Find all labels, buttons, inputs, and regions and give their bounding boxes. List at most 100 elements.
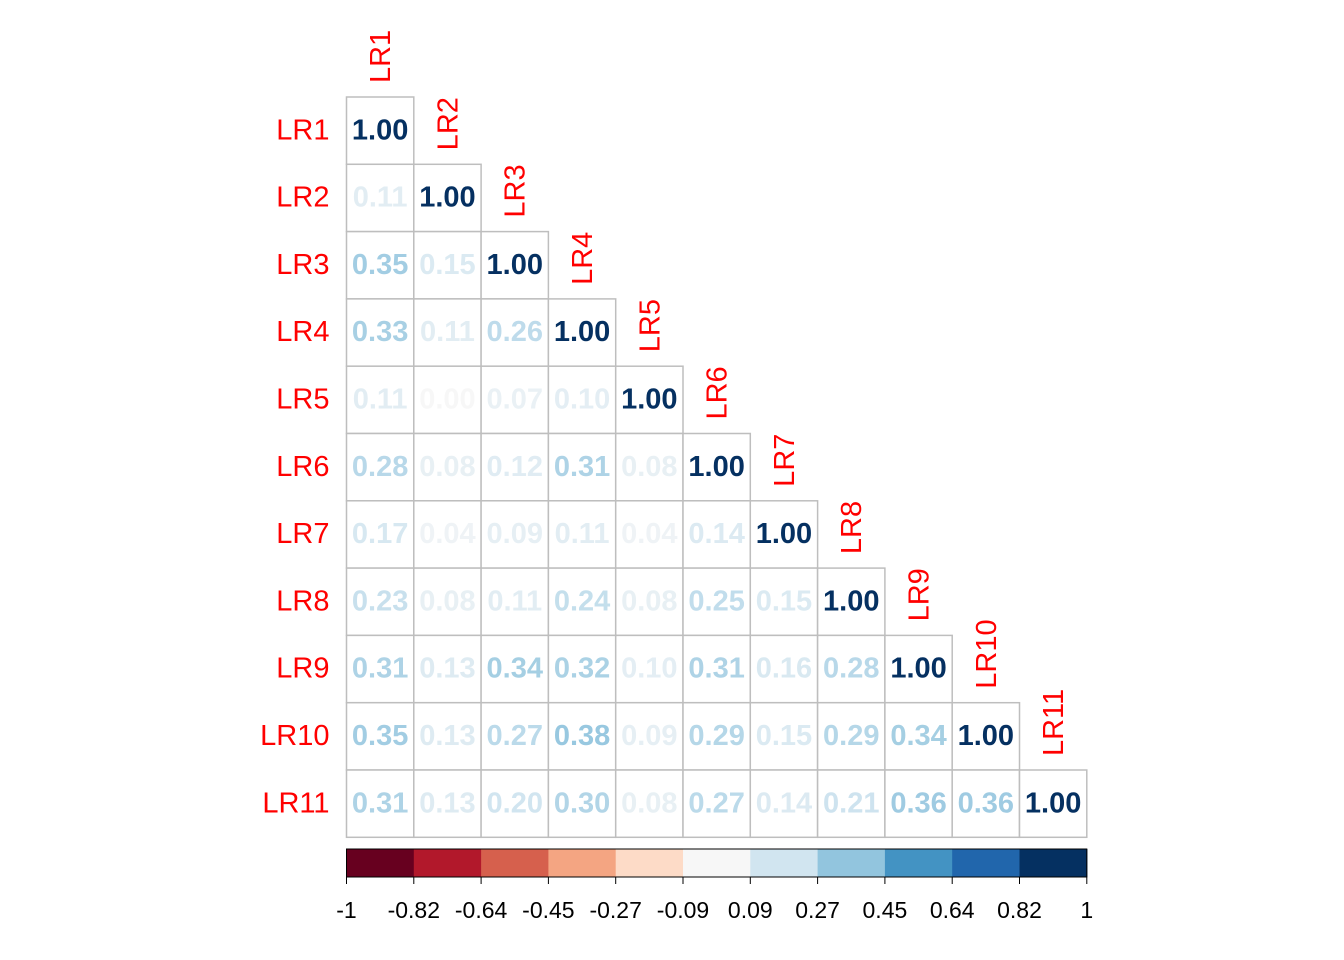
cell-value-LR7-LR4: 0.11	[555, 518, 610, 550]
cell-value-LR8-LR1: 0.23	[352, 585, 408, 617]
cell-value-LR1-LR1: 1.00	[352, 114, 408, 146]
legend-swatch	[683, 849, 751, 877]
cell-value-LR7-LR3: 0.09	[487, 518, 543, 550]
cell-value-LR4-LR3: 0.26	[487, 316, 543, 348]
cell-value-LR7-LR1: 0.17	[352, 518, 408, 550]
legend-swatch	[548, 849, 617, 877]
cell-LR3-LR3	[480, 230, 550, 300]
cell-LR11-LR2	[413, 769, 482, 839]
legend-tick-label: 0.09	[728, 897, 773, 923]
cell-value-LR5-LR2: 0.00	[419, 384, 475, 416]
cell-value-LR11-LR7: 0.14	[756, 787, 812, 819]
cell-value-LR6-LR4: 0.31	[554, 451, 610, 483]
cell-value-LR10-LR7: 0.15	[756, 720, 812, 752]
cell-value-LR6-LR3: 0.12	[487, 451, 543, 483]
col-label-LR9: LR9	[904, 568, 936, 621]
cell-LR6-LR5	[614, 432, 684, 502]
cell-value-LR11-LR9: 0.36	[890, 787, 946, 819]
col-label-LR7: LR7	[769, 434, 801, 487]
legend-swatch	[413, 849, 482, 877]
cell-LR9-LR3	[480, 634, 550, 704]
cell-value-LR8-LR5: 0.08	[621, 585, 677, 617]
row-label-LR7: LR7	[276, 518, 329, 550]
legend-swatch	[884, 849, 953, 877]
cell-LR6-LR2	[413, 432, 482, 502]
cell-LR8-LR1	[345, 567, 415, 637]
cell-LR10-LR10	[951, 701, 1021, 771]
legend-tick-label: 0.82	[997, 897, 1042, 923]
cell-value-LR6-LR1: 0.28	[352, 451, 408, 483]
cell-value-LR8-LR2: 0.08	[419, 585, 475, 617]
legend-swatch	[346, 849, 415, 877]
cell-value-LR2-LR2: 1.00	[419, 182, 475, 214]
cell-value-LR11-LR3: 0.20	[487, 787, 543, 819]
row-label-LR9: LR9	[276, 653, 329, 685]
cell-value-LR9-LR9: 1.00	[890, 653, 946, 685]
cell-value-LR5-LR3: 0.07	[487, 384, 543, 416]
cell-value-LR4-LR1: 0.33	[352, 316, 408, 348]
color-legend: -1 -0.82 -0.64 -0.45 -0.27 -0.09 0.09 0.27 0.45 0…	[336, 848, 1093, 923]
cell-value-LR6-LR6: 1.00	[688, 451, 744, 483]
legend-tick-label: 1	[1080, 897, 1093, 923]
cell-value-LR11-LR8: 0.21	[823, 787, 879, 819]
cell-value-LR4-LR4: 1.00	[554, 316, 610, 348]
row-label-LR1: LR1	[276, 114, 329, 146]
cell-LR9-LR6	[682, 634, 752, 704]
cell-value-LR9-LR1: 0.31	[352, 653, 408, 685]
cell-LR11-LR6	[682, 769, 752, 839]
col-label-LR10: LR10	[971, 619, 1003, 688]
cell-LR10-LR5	[614, 701, 684, 771]
cell-LR6-LR6	[682, 432, 752, 502]
cell-value-LR9-LR5: 0.10	[621, 653, 677, 685]
cell-LR9-LR1	[345, 634, 415, 704]
legend-tick-label: -0.45	[522, 897, 574, 923]
legend-tick-label: -0.27	[589, 897, 641, 923]
cell-LR7-LR2	[413, 500, 482, 569]
legend-tick-label: 0.27	[795, 897, 840, 923]
row-label-LR3: LR3	[276, 249, 329, 281]
legend-tick-label: -0.64	[455, 897, 508, 923]
cell-LR9-LR9	[884, 634, 953, 704]
col-label-LR5: LR5	[634, 299, 666, 352]
row-label-LR8: LR8	[276, 585, 329, 617]
row-label-LR11: LR11	[262, 787, 329, 819]
cell-value-LR8-LR3: 0.11	[487, 585, 542, 617]
cell-value-LR10-LR10: 1.00	[958, 720, 1014, 752]
cell-LR10-LR8	[816, 701, 886, 771]
matrix-values: 1.00 0.11 1.00 0.35 0.15 1.00 0.33 0.11 0.26 1.00…	[352, 114, 1081, 819]
row-label-LR5: LR5	[276, 384, 329, 416]
cell-value-LR5-LR1: 0.11	[353, 384, 408, 416]
matrix-labels: LR1 LR1 LR2 LR2 LR3 LR3 LR4 LR4 LR5 LR5 LR6 LR6 LR7 L…	[260, 30, 1070, 820]
cell-value-LR3-LR3: 1.00	[487, 249, 543, 281]
cell-value-LR10-LR5: 0.09	[621, 720, 677, 752]
legend-tick-label: -1	[336, 897, 356, 923]
legend-tick-label: 0.45	[863, 897, 908, 923]
cell-value-LR10-LR3: 0.27	[487, 720, 543, 752]
legend-swatch	[481, 849, 549, 877]
col-label-LR6: LR6	[702, 366, 734, 419]
row-label-LR6: LR6	[276, 451, 329, 483]
cell-value-LR11-LR1: 0.31	[352, 787, 408, 819]
cell-LR10-LR2	[413, 701, 482, 771]
legend-tick-label: 0.64	[930, 897, 975, 923]
cell-value-LR6-LR5: 0.08	[621, 451, 677, 483]
cell-LR11-LR1	[345, 769, 415, 839]
row-label-LR2: LR2	[276, 182, 329, 214]
cell-LR10-LR4	[547, 701, 617, 771]
cell-value-LR8-LR4: 0.24	[554, 585, 610, 617]
cell-value-LR9-LR6: 0.31	[688, 653, 744, 685]
cell-value-LR11-LR10: 0.36	[958, 787, 1014, 819]
cell-LR11-LR9	[884, 769, 953, 839]
cell-value-LR7-LR7: 1.00	[756, 518, 812, 550]
legend-tick-label: -0.82	[388, 897, 440, 923]
cell-value-LR9-LR3: 0.34	[487, 653, 543, 685]
col-label-LR4: LR4	[567, 232, 599, 285]
cell-LR4-LR2	[413, 298, 482, 367]
cell-LR11-LR4	[547, 769, 617, 839]
cell-LR6-LR1	[345, 432, 415, 502]
cell-LR10-LR3	[480, 701, 550, 771]
cell-value-LR3-LR1: 0.35	[352, 249, 408, 281]
legend-frame	[346, 848, 1088, 878]
row-label-LR10: LR10	[260, 720, 329, 752]
